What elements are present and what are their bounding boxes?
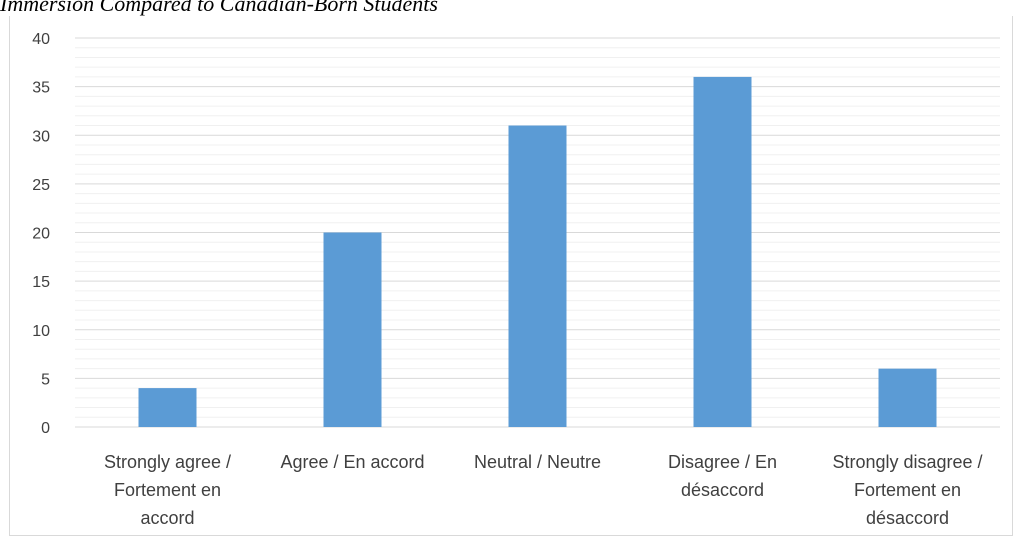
bar <box>878 368 937 427</box>
y-tick-label: 15 <box>32 274 50 291</box>
x-category-label: Agree / En accord <box>280 452 424 472</box>
x-category-label: Disagree / En désaccord <box>668 452 777 500</box>
y-tick-label: 20 <box>32 226 50 243</box>
x-category-label: Strongly agree / Fortement en accord <box>104 452 231 528</box>
y-axis-ticks: 0 5 10 15 20 25 30 35 40 <box>32 31 50 437</box>
chart-frame <box>9 16 1013 536</box>
x-category-label: Strongly disagree / Fortement en désaccord <box>832 452 982 528</box>
x-axis-labels: Strongly agree / Fortement en accord Agree … <box>104 452 983 528</box>
bar <box>508 125 567 428</box>
bar-series <box>138 76 937 428</box>
bar <box>693 76 752 428</box>
x-category-label: Neutral / Neutre <box>474 452 601 472</box>
bar <box>323 232 382 427</box>
y-tick-label: 5 <box>41 371 50 388</box>
y-tick-label: 25 <box>32 177 50 194</box>
y-tick-label: 40 <box>32 31 50 48</box>
y-tick-label: 30 <box>32 128 50 145</box>
y-tick-label: 35 <box>32 80 50 97</box>
y-tick-label: 0 <box>41 420 50 437</box>
bar <box>138 388 197 427</box>
chart-caption: Immersion Compared to Canadian-Born Stud… <box>0 0 438 16</box>
y-tick-label: 10 <box>32 323 50 340</box>
